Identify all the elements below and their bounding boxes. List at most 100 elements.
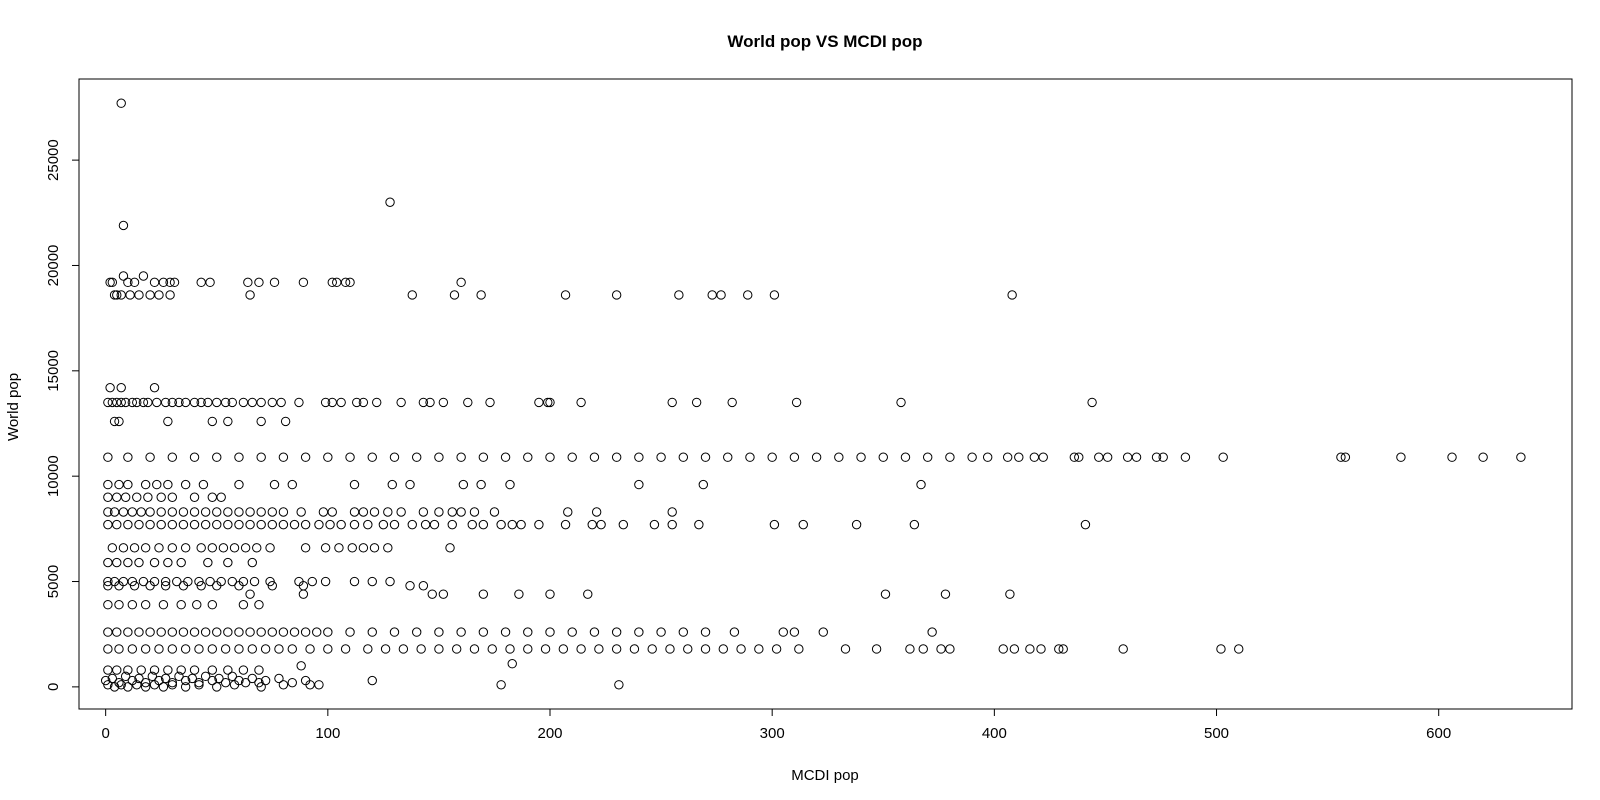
- data-point: [449, 290, 460, 300]
- data-point: [178, 627, 189, 637]
- data-point: [634, 452, 644, 462]
- data-point: [165, 277, 175, 288]
- data-point: [300, 543, 311, 553]
- data-point: [418, 397, 429, 408]
- data-point: [238, 600, 249, 610]
- x-tick-label: 0: [101, 725, 109, 742]
- data-point: [447, 519, 457, 530]
- data-point: [198, 479, 209, 490]
- data-point: [269, 277, 280, 288]
- data-point: [223, 507, 233, 517]
- data-point: [180, 682, 191, 692]
- data-point: [105, 277, 115, 288]
- data-point: [278, 519, 289, 530]
- data-point: [112, 557, 122, 568]
- data-point: [127, 644, 138, 654]
- data-point: [260, 675, 271, 686]
- data-point: [112, 519, 122, 530]
- data-point: [234, 519, 244, 530]
- x-tick-label: 100: [315, 725, 340, 742]
- data-point: [107, 673, 118, 684]
- data-point: [103, 627, 113, 637]
- data-point: [216, 492, 226, 502]
- data-point: [129, 543, 140, 553]
- data-point: [189, 507, 200, 517]
- data-point: [245, 589, 255, 599]
- data-point: [207, 600, 218, 610]
- data-point: [247, 673, 257, 684]
- data-point: [189, 665, 200, 675]
- data-point: [363, 519, 373, 530]
- data-point: [305, 644, 315, 654]
- data-point: [149, 557, 160, 568]
- data-point: [227, 397, 237, 408]
- data-point: [220, 397, 231, 408]
- data-point: [647, 644, 657, 654]
- data-point: [218, 543, 229, 553]
- data-point: [369, 543, 380, 553]
- data-point: [158, 277, 169, 288]
- data-point: [296, 507, 306, 517]
- data-point: [718, 644, 729, 654]
- data-point: [596, 519, 606, 530]
- data-point: [138, 576, 149, 587]
- data-point: [156, 492, 166, 502]
- data-point: [234, 644, 244, 654]
- data-point: [611, 290, 622, 300]
- data-point: [778, 627, 788, 637]
- data-point: [205, 277, 215, 288]
- data-point: [229, 680, 240, 690]
- data-point: [120, 671, 131, 682]
- data-point: [534, 519, 544, 530]
- data-point: [300, 627, 311, 637]
- data-point: [240, 543, 251, 553]
- data-point: [369, 507, 380, 517]
- data-point: [234, 507, 244, 517]
- data-point: [254, 665, 264, 675]
- data-point: [134, 290, 144, 300]
- data-point: [345, 627, 355, 637]
- data-point: [1038, 452, 1048, 462]
- data-point: [256, 416, 266, 427]
- data-point: [523, 452, 533, 462]
- data-point: [358, 507, 369, 517]
- data-point: [327, 277, 337, 288]
- data-point: [300, 452, 311, 462]
- data-point: [123, 682, 133, 692]
- data-point: [323, 627, 333, 637]
- data-point: [469, 644, 480, 654]
- data-point: [567, 452, 577, 462]
- data-point: [534, 397, 544, 408]
- data-point: [212, 627, 222, 637]
- data-point: [118, 543, 129, 553]
- data-point: [207, 543, 218, 553]
- data-point: [152, 397, 162, 408]
- data-point: [103, 680, 113, 690]
- data-point: [212, 452, 222, 462]
- data-point: [276, 397, 286, 408]
- data-point: [458, 479, 469, 490]
- data-point: [667, 519, 677, 530]
- data-point: [196, 581, 206, 591]
- data-point: [114, 600, 124, 610]
- data-point: [256, 452, 266, 462]
- data-point: [358, 543, 369, 553]
- data-point: [516, 519, 526, 530]
- data-point: [167, 397, 178, 408]
- data-point: [1087, 397, 1097, 408]
- data-point: [189, 519, 200, 530]
- data-point: [167, 519, 178, 530]
- data-point: [909, 519, 920, 530]
- data-point: [611, 644, 622, 654]
- data-point: [103, 557, 113, 568]
- data-point: [138, 271, 149, 281]
- data-point: [240, 677, 251, 688]
- data-point: [818, 627, 828, 637]
- data-point: [767, 452, 777, 462]
- data-point: [189, 627, 200, 637]
- data-point: [163, 479, 173, 490]
- data-point: [256, 519, 266, 530]
- data-point: [252, 543, 262, 553]
- data-point: [123, 452, 133, 462]
